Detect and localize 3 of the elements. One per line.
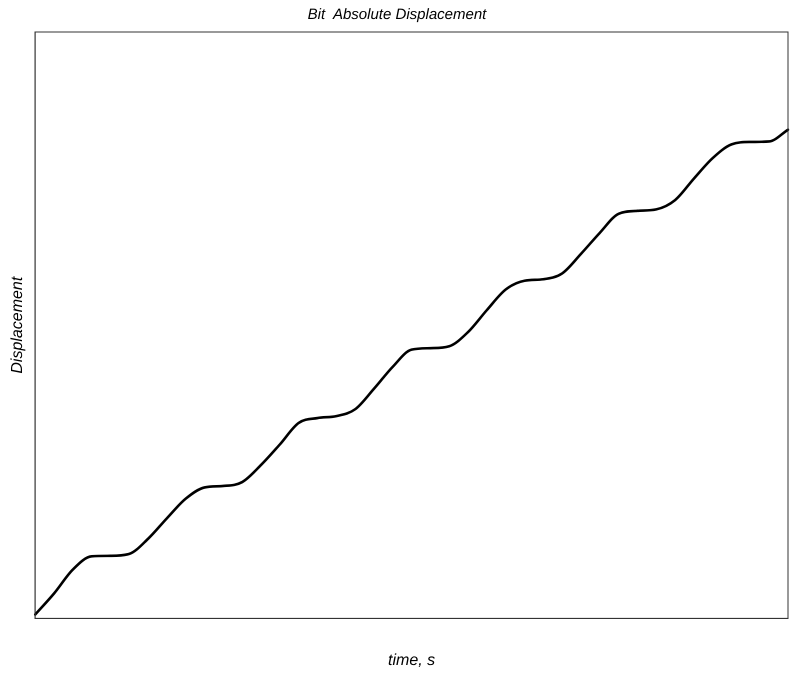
x-axis-title: time, s	[388, 652, 436, 669]
chart-title: Bit Absolute Displacement	[308, 6, 488, 24]
y-axis-title: Displacement	[9, 276, 26, 374]
